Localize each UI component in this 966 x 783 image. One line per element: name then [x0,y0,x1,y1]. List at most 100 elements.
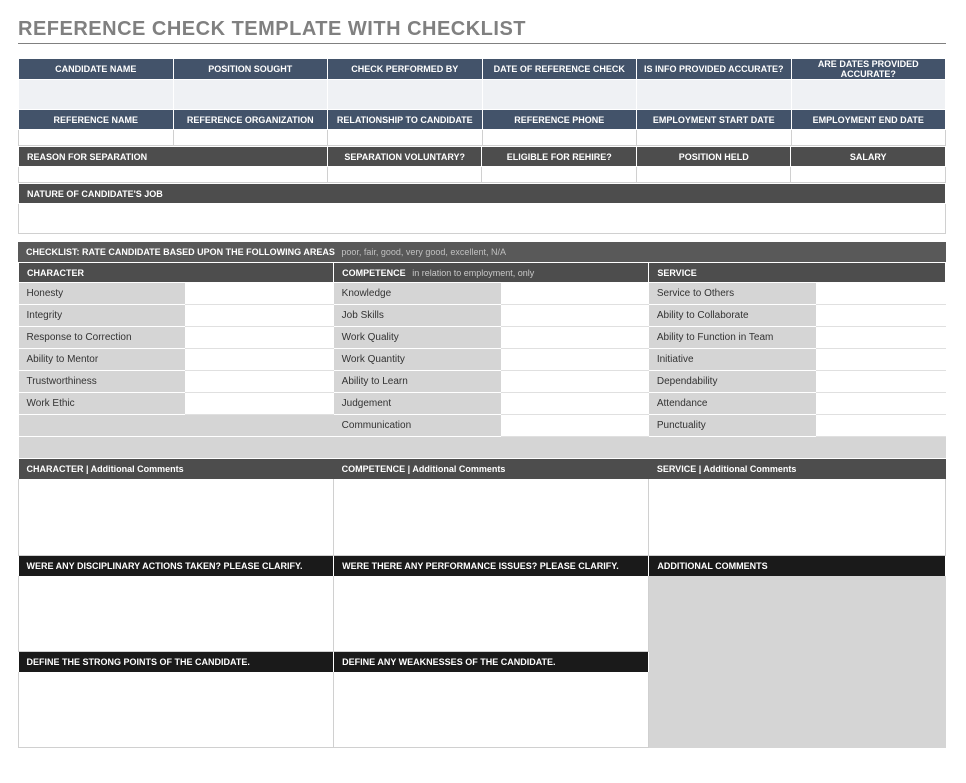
serv-value-2[interactable] [816,327,946,349]
input-comp-comments[interactable] [334,479,649,555]
hdr-dates-accurate: ARE DATES PROVIDED ACCURATE? [791,59,946,80]
char-item-0: Honesty [19,283,186,305]
hdr-reason-separation: REASON FOR SEPARATION [19,147,328,167]
serv-value-0[interactable] [816,283,946,305]
serv-value-1[interactable] [816,305,946,327]
hdr-info-accurate: IS INFO PROVIDED ACCURATE? [637,59,792,80]
comp-value-2[interactable] [501,327,649,349]
checklist-header-table: CHECKLIST: RATE CANDIDATE BASED UPON THE… [18,242,946,262]
comp-item-3: Work Quantity [334,349,501,371]
input-q5[interactable] [334,672,649,748]
char-value-3[interactable] [185,349,333,371]
hdr-check-performed-by: CHECK PERFORMED BY [328,59,483,80]
char-value-5[interactable] [185,393,333,415]
comp-item-0: Knowledge [334,283,501,305]
hdr-separation-voluntary: SEPARATION VOLUNTARY? [327,147,482,167]
comp-value-3[interactable] [501,349,649,371]
input-serv-comments[interactable] [649,479,946,555]
input-q3[interactable] [649,576,946,748]
serv-pad [649,437,946,459]
hdr-serv-comments: SERVICE | Additional Comments [649,459,946,479]
comp-value-5[interactable] [501,393,649,415]
input-end-date[interactable] [791,130,946,146]
input-reason-separation[interactable] [19,167,328,183]
char-item-1: Integrity [19,305,186,327]
comp-value-4[interactable] [501,371,649,393]
char-value-4[interactable] [185,371,333,393]
checklist-title: CHECKLIST: RATE CANDIDATE BASED UPON THE… [26,247,335,257]
serv-value-6[interactable] [816,415,946,437]
input-char-comments[interactable] [19,479,334,555]
hdr-comp-comments: COMPETENCE | Additional Comments [334,459,649,479]
input-reference-phone[interactable] [482,130,637,146]
input-info-accurate[interactable] [637,80,792,110]
competence-label: COMPETENCE [342,268,406,278]
input-q1[interactable] [19,576,334,652]
hdr-char-comments: CHARACTER | Additional Comments [19,459,334,479]
hdr-candidate-name: CANDIDATE NAME [19,59,174,80]
hdr-reference-org: REFERENCE ORGANIZATION [173,110,328,130]
input-q4[interactable] [19,672,334,748]
comp-value-1[interactable] [501,305,649,327]
page-title: REFERENCE CHECK TEMPLATE WITH CHECKLIST [18,18,946,41]
input-reference-org[interactable] [173,130,328,146]
input-check-performed-by[interactable] [328,80,483,110]
comp-value-0[interactable] [501,283,649,305]
char-value-1[interactable] [185,305,333,327]
hdr-q1: WERE ANY DISCIPLINARY ACTIONS TAKEN? PLE… [19,556,334,576]
input-date-of-check[interactable] [482,80,637,110]
hdr-salary: SALARY [791,147,946,167]
competence-sub: in relation to employment, only [408,268,534,278]
input-salary[interactable] [791,167,946,183]
hdr-end-date: EMPLOYMENT END DATE [791,110,946,130]
input-start-date[interactable] [637,130,792,146]
char-pad [19,437,334,459]
char-item-3: Ability to Mentor [19,349,186,371]
serv-item-2: Ability to Function in Team [649,327,816,349]
serv-value-3[interactable] [816,349,946,371]
serv-item-0: Service to Others [649,283,816,305]
char-value-0[interactable] [185,283,333,305]
input-q2[interactable] [334,576,649,652]
questions-table: WERE ANY DISCIPLINARY ACTIONS TAKEN? PLE… [18,556,946,749]
input-separation-voluntary[interactable] [327,167,482,183]
serv-item-3: Initiative [649,349,816,371]
hdr-service: SERVICE [649,263,946,283]
serv-value-5[interactable] [816,393,946,415]
comp-item-5: Judgement [334,393,501,415]
serv-item-4: Dependability [649,371,816,393]
serv-item-5: Attendance [649,393,816,415]
hdr-reference-phone: REFERENCE PHONE [482,110,637,130]
input-position-sought[interactable] [173,80,328,110]
hdr-date-of-check: DATE OF REFERENCE CHECK [482,59,637,80]
hdr-competence: COMPETENCE in relation to employment, on… [334,263,649,283]
comp-item-2: Work Quality [334,327,501,349]
serv-value-4[interactable] [816,371,946,393]
char-value-2[interactable] [185,327,333,349]
comp-item-4: Ability to Learn [334,371,501,393]
input-dates-accurate[interactable] [791,80,946,110]
checklist-cols-table: CHARACTER COMPETENCE in relation to empl… [18,262,946,459]
hdr-q3: ADDITIONAL COMMENTS [649,556,946,576]
comp-item-6: Communication [334,415,501,437]
hdr-q2: WERE THERE ANY PERFORMANCE ISSUES? PLEAS… [334,556,649,576]
input-reference-name[interactable] [19,130,174,146]
comp-value-6[interactable] [501,415,649,437]
hdr-start-date: EMPLOYMENT START DATE [637,110,792,130]
hdr-position-sought: POSITION SOUGHT [173,59,328,80]
input-position-held[interactable] [636,167,791,183]
input-nature-job[interactable] [19,204,946,234]
hdr-reference-name: REFERENCE NAME [19,110,174,130]
hdr-q5: DEFINE ANY WEAKNESSES OF THE CANDIDATE. [334,652,649,672]
char-item-2: Response to Correction [19,327,186,349]
separation-table: REASON FOR SEPARATION SEPARATION VOLUNTA… [18,146,946,183]
input-relationship[interactable] [328,130,483,146]
serv-item-1: Ability to Collaborate [649,305,816,327]
hdr-q4: DEFINE THE STRONG POINTS OF THE CANDIDAT… [19,652,334,672]
hdr-nature-job: NATURE OF CANDIDATE'S JOB [19,184,946,204]
hdr-checklist: CHECKLIST: RATE CANDIDATE BASED UPON THE… [18,242,946,262]
candidate-info-table: CANDIDATE NAME POSITION SOUGHT CHECK PER… [18,58,946,146]
input-candidate-name[interactable] [19,80,174,110]
input-eligible-rehire[interactable] [482,167,637,183]
char-item-6 [19,415,186,437]
